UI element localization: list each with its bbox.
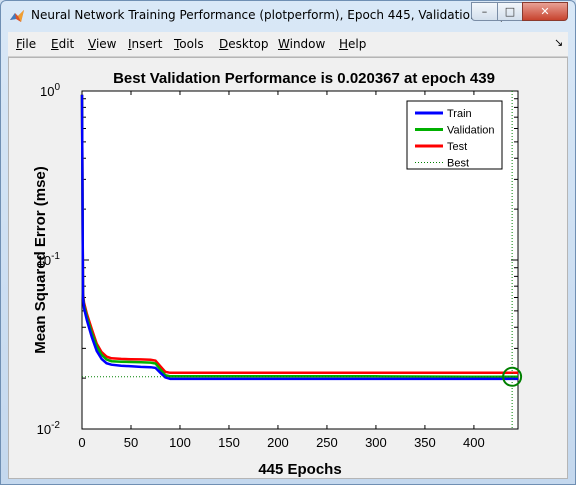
x-tick-label: 350 — [414, 435, 436, 450]
menu-edit[interactable]: Edit — [51, 37, 75, 51]
y-tick-label: 10-1 — [37, 251, 61, 268]
figure-canvas: Best Validation Performance is 0.020367 … — [8, 57, 568, 479]
x-tick-label: 50 — [124, 435, 138, 450]
legend-label-best: Best — [447, 158, 469, 170]
legend-label-test: Test — [447, 141, 467, 153]
y-tick-label: 100 — [40, 82, 60, 99]
series-line-train — [80, 94, 518, 381]
best-point-marker — [502, 366, 523, 387]
y-tick-label: 10-2 — [37, 420, 61, 437]
menu-bar: File Edit View Insert Tools Desktop Wind… — [8, 32, 568, 57]
menu-insert[interactable]: Insert — [128, 37, 163, 51]
window-title: Neural Network Training Performance (plo… — [31, 8, 512, 22]
close-button[interactable]: ✕ — [522, 2, 568, 21]
menu-window[interactable]: Window — [278, 37, 326, 51]
maximize-button[interactable]: □ — [497, 2, 523, 21]
x-tick-label: 300 — [365, 435, 387, 450]
menu-desktop[interactable]: Desktop — [219, 37, 269, 51]
best-markers — [82, 91, 523, 429]
x-tick-label: 150 — [218, 435, 240, 450]
x-axis-label: 445 Epochs — [258, 461, 341, 478]
maximize-icon: □ — [504, 5, 516, 18]
x-tick-label: 400 — [463, 435, 485, 450]
minimize-icon: – — [481, 5, 488, 18]
matlab-logo-icon — [10, 10, 24, 22]
title-bar[interactable]: Neural Network Training Performance (plo… — [1, 1, 575, 31]
legend: Train Validation Test Best — [406, 100, 503, 170]
x-tick-label: 200 — [267, 435, 289, 450]
y-axis-label: Mean Squared Error (mse) — [32, 166, 49, 354]
menu-help[interactable]: Help — [339, 37, 367, 51]
menu-file[interactable]: File — [16, 37, 37, 51]
x-tick-label: 0 — [78, 435, 85, 450]
x-tick-label: 100 — [169, 435, 191, 450]
menu-tools[interactable]: Tools — [174, 37, 204, 51]
x-ticks: 0 50 100 150 200 250 300 350 400 — [78, 91, 485, 450]
menu-view[interactable]: View — [88, 37, 117, 51]
close-icon: ✕ — [540, 5, 550, 18]
legend-label-train: Train — [447, 108, 472, 120]
x-tick-label: 250 — [316, 435, 338, 450]
minimize-button[interactable]: – — [471, 2, 498, 21]
y-ticks: 10-2 10-1 100 — [37, 82, 518, 437]
dock-arrow-icon[interactable]: ↘ — [554, 36, 564, 49]
chart-title: Best Validation Performance is 0.020367 … — [113, 70, 495, 87]
legend-label-validation: Validation — [447, 125, 495, 137]
performance-chart: Best Validation Performance is 0.020367 … — [32, 70, 523, 478]
